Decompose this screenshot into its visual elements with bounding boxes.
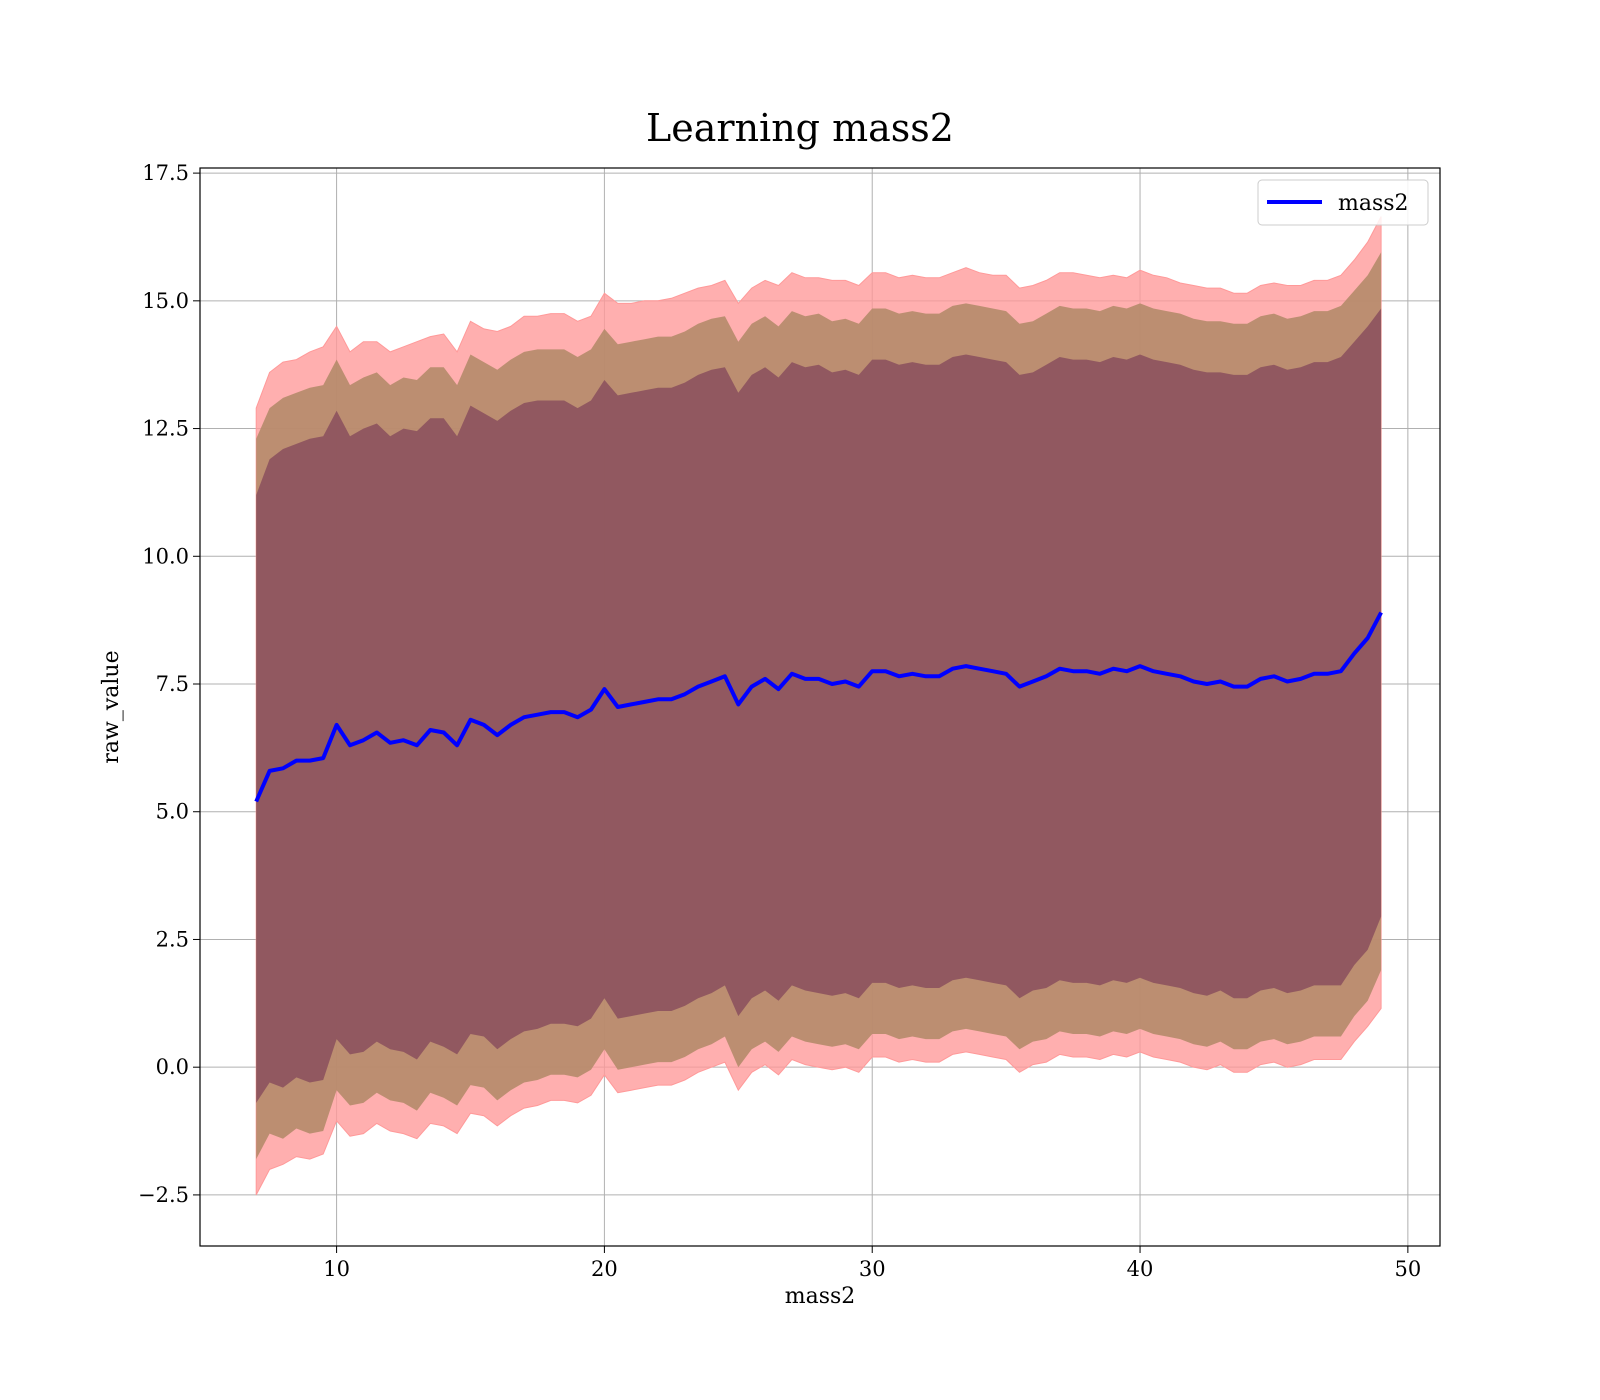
legend-entry: mass2 — [1338, 191, 1409, 216]
series-lines — [254, 611, 1383, 803]
x-axis-label: mass2 — [785, 1284, 856, 1309]
y-axis-label: raw_value — [99, 650, 124, 763]
y-tick-label: 17.5 — [142, 161, 189, 185]
legend-box — [1257, 179, 1429, 226]
y-tick-label: 15.0 — [142, 289, 189, 313]
x-tick-label: 30 — [859, 1257, 886, 1281]
y-tick-label: 2.5 — [156, 927, 189, 951]
y-tick-label: −2.5 — [138, 1183, 189, 1207]
x-tick-label: 10 — [323, 1257, 350, 1281]
x-tick-label: 50 — [1394, 1257, 1421, 1281]
y-tick-label: 5.0 — [156, 800, 189, 824]
y-tick-label: 0.0 — [156, 1055, 189, 1079]
x-axis-ticks: 10 20 30 40 50 — [323, 1246, 1421, 1281]
legend: mass2 — [1257, 179, 1429, 226]
chart-title: Learning mass2 — [646, 106, 954, 150]
x-tick-label: 40 — [1127, 1257, 1154, 1281]
y-tick-label: 10.0 — [142, 544, 189, 568]
y-tick-label: 7.5 — [156, 672, 189, 696]
series-line-mass2 — [254, 611, 1383, 803]
confidence-bands — [255, 216, 1382, 1196]
inner-band — [256, 308, 1382, 1103]
y-axis-ticks: −2.5 0.0 2.5 5.0 7.5 10.0 12.5 15.0 17.5 — [138, 161, 200, 1207]
y-tick-label: 12.5 — [142, 417, 189, 441]
x-tick-label: 20 — [591, 1257, 618, 1281]
plot-frame — [199, 167, 1441, 1247]
